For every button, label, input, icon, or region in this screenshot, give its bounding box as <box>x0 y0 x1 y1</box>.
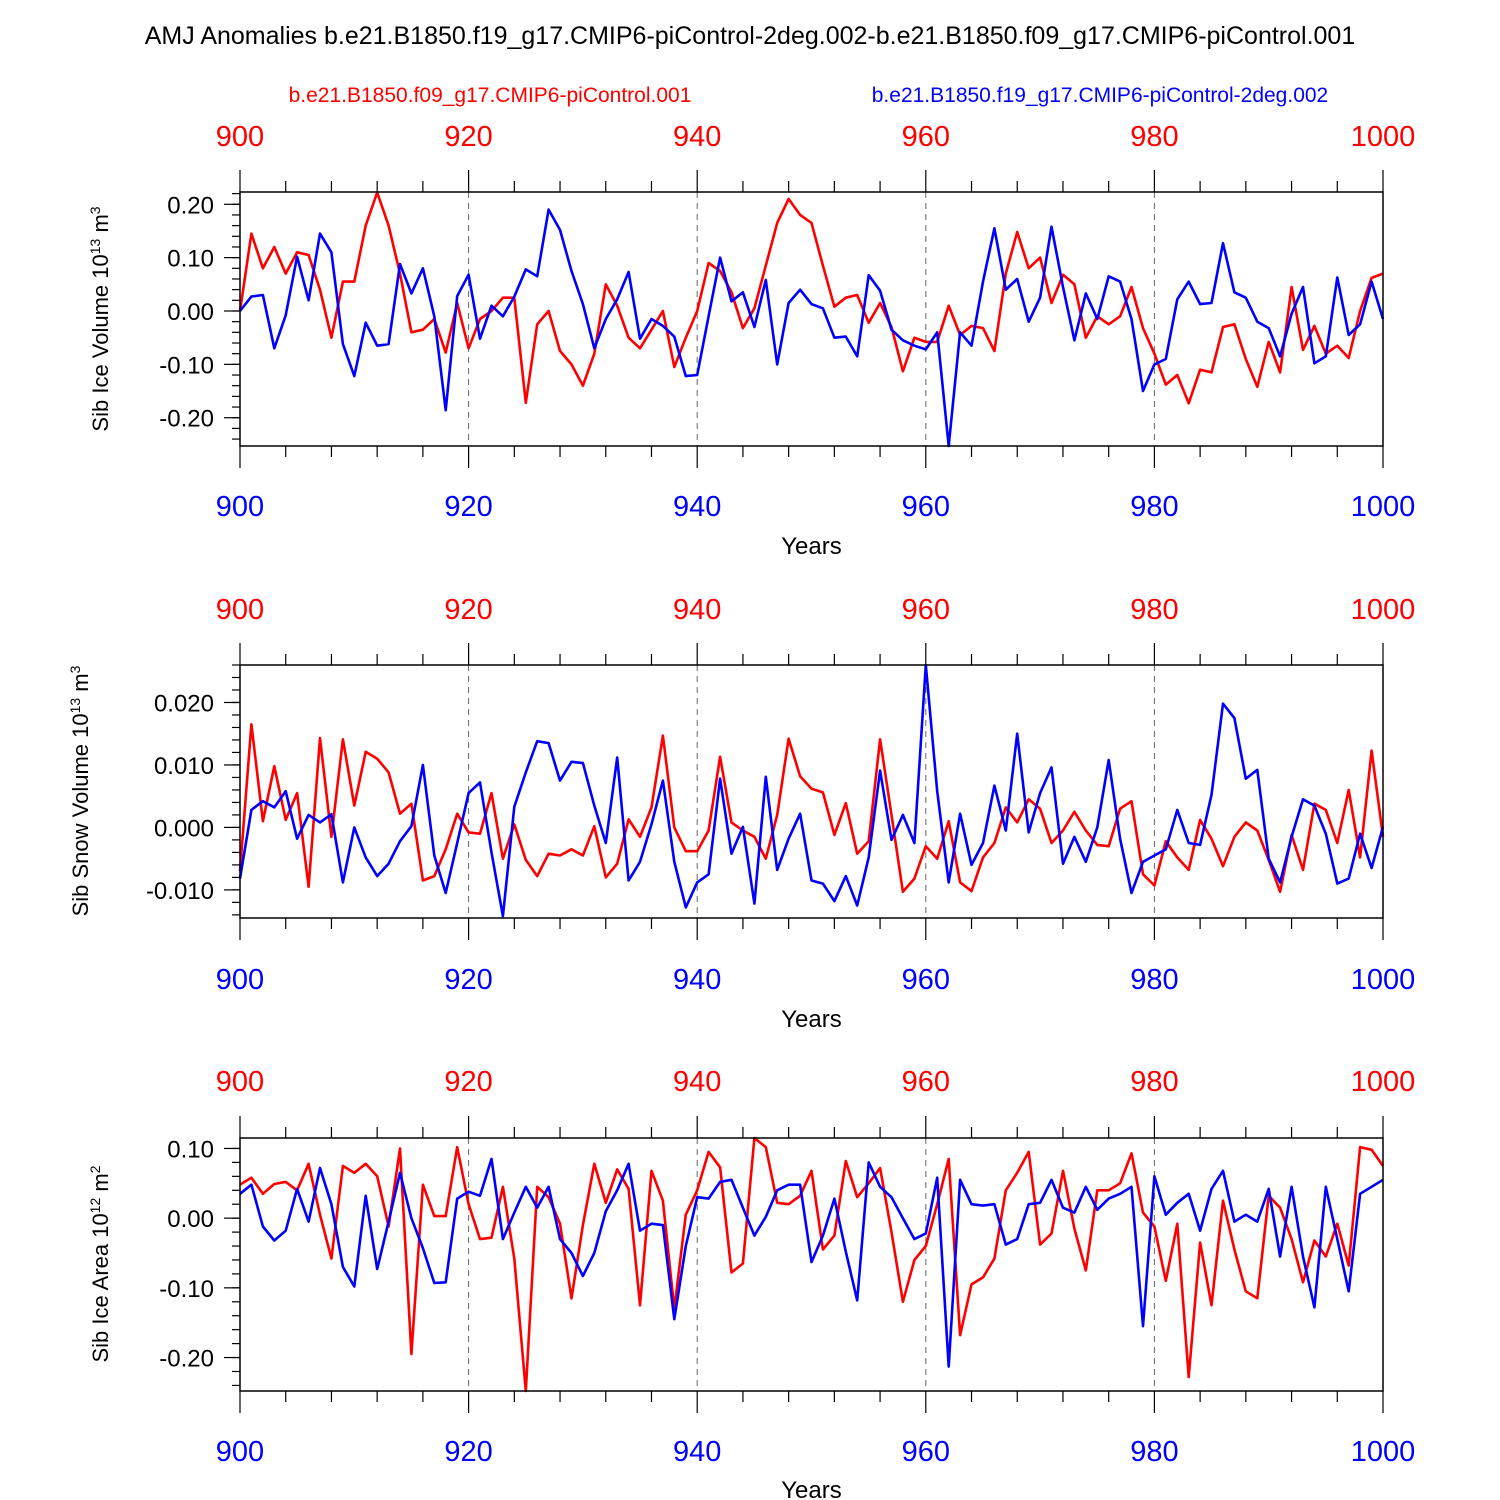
chart-panel-3: 0.10 0.00 -0.10 -0.20 900 900 920 920 940 940 960 9… <box>87 1066 1415 1500</box>
x-tick-label-top: 920 <box>444 1066 492 1098</box>
y-tick-label: -0.20 <box>159 406 214 433</box>
y-tick-label: 0.00 <box>167 1206 214 1233</box>
plot-frame <box>239 1137 1384 1392</box>
plot-frame <box>239 664 1384 919</box>
series-line-red <box>238 722 1385 894</box>
y-tick-label: 0.000 <box>154 815 214 842</box>
x-tick-label-bottom: 960 <box>902 964 950 996</box>
x-tick-label-top: 900 <box>216 121 264 153</box>
x-tick-label-bottom: 980 <box>1130 1436 1178 1468</box>
x-tick-label-bottom: 960 <box>902 491 950 523</box>
x-tick-label-top: 900 <box>216 594 264 626</box>
x-tick-label-bottom: 940 <box>673 1436 721 1468</box>
y-axis-label-part: Sib Snow Volume 10 <box>68 713 93 916</box>
y-axis-label-superscript: 12 <box>87 1198 103 1214</box>
x-tick-label-top: 940 <box>673 594 721 626</box>
y-axis-label-part: Sib Ice Volume 10 <box>88 254 113 431</box>
x-tick-label-top: 1000 <box>1351 1066 1416 1098</box>
x-tick-label-top: 980 <box>1130 1066 1178 1098</box>
y-tick-label: 0.10 <box>167 246 214 273</box>
x-tick-label-top: 920 <box>444 594 492 626</box>
y-axis-label-superscript: 3 <box>87 206 103 214</box>
x-tick-label-top: 980 <box>1130 121 1178 153</box>
x-tick-label-bottom: 920 <box>444 1436 492 1468</box>
series-line-blue <box>238 208 1385 448</box>
series-line-red <box>239 1136 1385 1393</box>
x-axis-label: Years <box>781 1006 842 1033</box>
x-tick-label-top: 960 <box>902 1066 950 1098</box>
y-axis-label-superscript: 13 <box>87 238 103 254</box>
y-axis-label-superscript: 13 <box>67 698 83 714</box>
x-tick-label-top: 960 <box>902 594 950 626</box>
x-tick-label-bottom: 1000 <box>1351 491 1416 523</box>
y-tick-label: 0.20 <box>167 192 214 219</box>
x-tick-label-top: 900 <box>216 1066 264 1098</box>
series-line-red <box>238 191 1384 405</box>
y-tick-label: 0.010 <box>154 753 214 780</box>
x-tick-label-top: 980 <box>1130 594 1178 626</box>
x-tick-label-top: 940 <box>673 121 721 153</box>
x-tick-label-top: 1000 <box>1351 121 1416 153</box>
chart-panel-2: 0.020 0.010 0.000 -0.010 900 900 920 920 940 940 9… <box>67 594 1415 1033</box>
x-tick-label-top: 960 <box>902 121 950 153</box>
y-axis-label-part: m <box>88 1173 113 1197</box>
y-axis-label: Sib Snow Volume 1013 m3 <box>67 665 93 916</box>
x-tick-label-bottom: 960 <box>902 1436 950 1468</box>
x-tick-label-bottom: 980 <box>1130 491 1178 523</box>
series-line-blue <box>238 663 1385 918</box>
y-tick-label: -0.10 <box>159 352 214 379</box>
figure-title: AMJ Anomalies b.e21.B1850.f19_g17.CMIP6-… <box>145 22 1356 50</box>
x-tick-label-bottom: 940 <box>673 964 721 996</box>
x-tick-label-top: 1000 <box>1351 594 1416 626</box>
legend-red: b.e21.B1850.f09_g17.CMIP6-piControl.001 <box>289 84 692 107</box>
x-tick-label-bottom: 940 <box>673 491 721 523</box>
chart-panel-1: 0.20 0.10 0.00 -0.10 -0.20 900 900 920 920 940 940… <box>87 121 1415 560</box>
panels: 0.20 0.10 0.00 -0.10 -0.20 900 900 920 920 940 940… <box>67 121 1415 1500</box>
y-axis-label: Sib Ice Area 1012 m2 <box>87 1165 113 1362</box>
x-tick-label-top: 920 <box>444 121 492 153</box>
x-tick-label-bottom: 920 <box>444 491 492 523</box>
series-line-blue <box>239 1157 1384 1368</box>
legend-blue: b.e21.B1850.f19_g17.CMIP6-piControl-2deg… <box>872 84 1328 107</box>
y-axis-label-superscript: 3 <box>67 665 83 673</box>
x-tick-label-bottom: 1000 <box>1351 1436 1416 1468</box>
y-tick-label: -0.10 <box>159 1276 214 1303</box>
x-tick-label-bottom: 900 <box>216 491 264 523</box>
plot-frame <box>239 191 1384 447</box>
y-tick-label: -0.010 <box>146 878 214 905</box>
x-tick-label-top: 940 <box>673 1066 721 1098</box>
x-tick-label-bottom: 1000 <box>1351 964 1416 996</box>
y-axis-label-part: m <box>88 214 113 238</box>
y-tick-label: 0.00 <box>167 299 214 326</box>
x-tick-label-bottom: 900 <box>216 964 264 996</box>
y-tick-label: 0.10 <box>167 1136 214 1163</box>
x-tick-label-bottom: 980 <box>1130 964 1178 996</box>
y-axis-label-part: m <box>68 673 93 697</box>
y-axis-label-superscript: 2 <box>87 1165 103 1173</box>
y-tick-label: 0.020 <box>154 690 214 717</box>
y-axis-label-part: Sib Ice Area 10 <box>88 1213 113 1362</box>
x-tick-label-bottom: 900 <box>216 1436 264 1468</box>
x-axis-label: Years <box>781 1477 842 1500</box>
y-axis-label: Sib Ice Volume 1013 m3 <box>87 206 113 431</box>
x-axis-label: Years <box>781 533 842 560</box>
x-tick-label-bottom: 920 <box>444 964 492 996</box>
y-tick-label: -0.20 <box>159 1346 214 1373</box>
